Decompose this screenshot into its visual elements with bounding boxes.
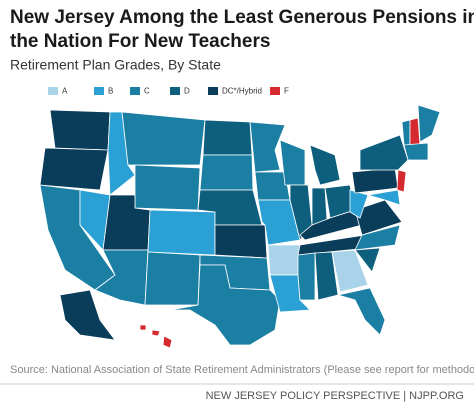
map: [39, 104, 441, 349]
state: [121, 111, 206, 166]
state: [59, 289, 116, 341]
state: [417, 104, 441, 143]
legend-swatch: [270, 87, 280, 95]
subtitle: Retirement Plan Grades, By State: [10, 57, 221, 73]
state: [267, 244, 301, 276]
state: [39, 147, 109, 191]
state: [147, 209, 216, 256]
state: [151, 329, 161, 337]
title-line: New Jersey Among the Least Generous Pens…: [10, 7, 474, 28]
title-line: the Nation For New Teachers: [10, 31, 270, 52]
legend-swatch: [48, 87, 58, 95]
state: [49, 109, 111, 151]
state: [354, 247, 381, 273]
state: [144, 251, 201, 306]
legend-label: C: [144, 87, 150, 96]
state: [139, 324, 147, 331]
legend-label: A: [62, 87, 68, 96]
state: [403, 142, 429, 161]
legend-label: D: [184, 87, 190, 96]
state: [401, 119, 411, 146]
state: [367, 189, 401, 206]
footer: NEW JERSEY POLICY PERSPECTIVE | NJPP.ORG: [206, 390, 464, 402]
source: Source: National Association of State Re…: [10, 364, 474, 376]
legend-label: F: [284, 87, 289, 96]
legend-swatch: [130, 87, 140, 95]
state: [349, 189, 369, 219]
state: [309, 144, 341, 186]
state: [249, 121, 286, 173]
state: [337, 287, 386, 336]
state: [396, 169, 407, 193]
state: [311, 187, 328, 226]
state: [134, 164, 201, 211]
legend-swatch: [208, 87, 218, 95]
state: [162, 335, 173, 349]
state: [351, 167, 399, 194]
legend: A B C D DC*/Hybrid F: [48, 87, 289, 96]
state: [354, 224, 401, 251]
state: [202, 119, 253, 156]
state: [331, 249, 369, 293]
state: [199, 154, 254, 191]
legend-swatch: [94, 87, 104, 95]
state: [269, 274, 311, 313]
legend-swatch: [170, 87, 180, 95]
state: [359, 134, 409, 171]
legend-label: B: [108, 87, 113, 96]
state: [214, 224, 268, 259]
state: [409, 117, 421, 146]
state: [169, 264, 281, 346]
legend-label: DC*/Hybrid: [222, 87, 262, 96]
state: [297, 252, 316, 301]
state: [354, 199, 403, 236]
